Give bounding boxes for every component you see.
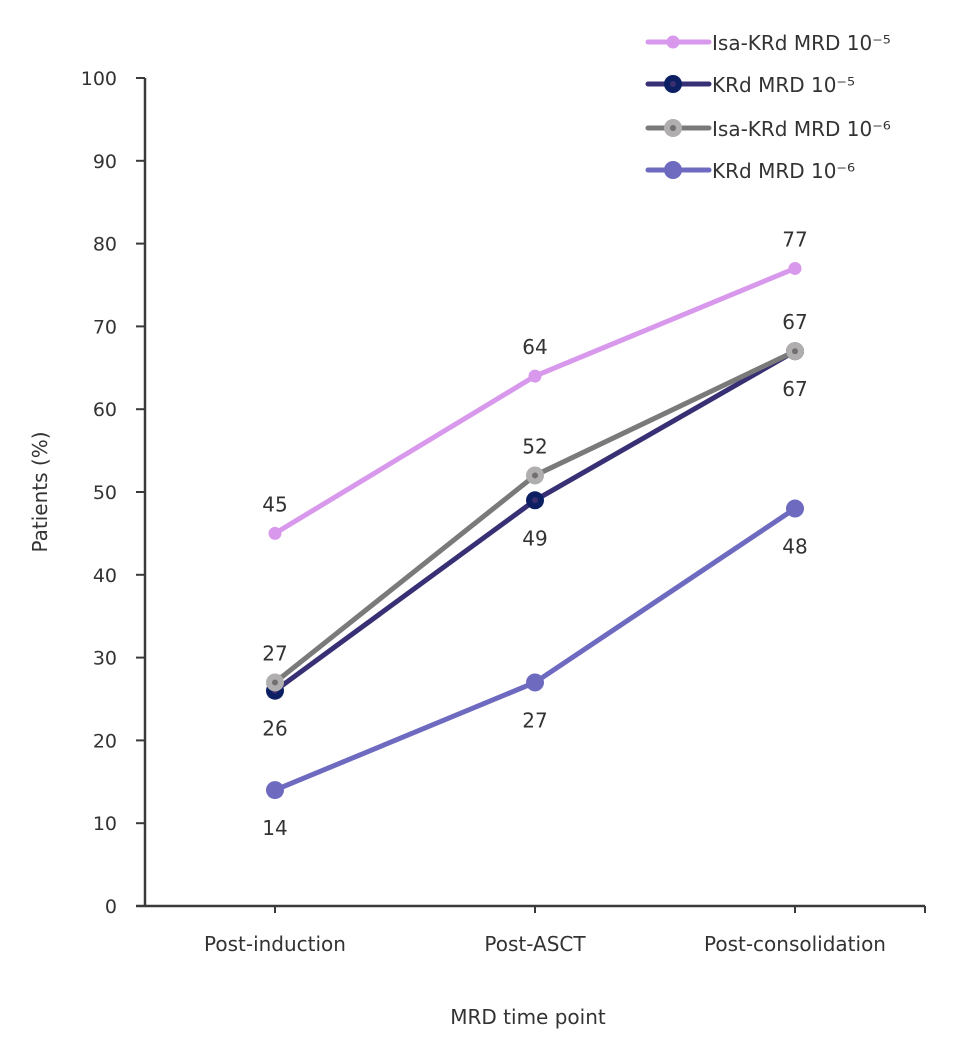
y-tick-label: 30 (93, 648, 117, 670)
legend-marker-center (670, 125, 676, 131)
data-point-center (532, 472, 538, 479)
data-label: 48 (782, 535, 807, 559)
data-point (266, 781, 284, 800)
data-point (528, 369, 542, 383)
data-label: 45 (262, 492, 287, 516)
data-label: 14 (262, 816, 287, 840)
y-tick-label: 80 (93, 234, 117, 256)
data-point-center (272, 679, 278, 686)
data-point (268, 526, 282, 540)
data-label: 26 (262, 717, 287, 741)
legend-label: KRd MRD 10⁻⁵ (712, 73, 855, 97)
y-axis-title: Patients (%) (28, 431, 52, 552)
legend-label: KRd MRD 10⁻⁶ (712, 159, 855, 183)
y-tick-label: 60 (93, 399, 117, 421)
x-tick-label: Post-ASCT (484, 932, 586, 956)
legend-marker (664, 161, 682, 179)
data-point (786, 499, 804, 518)
data-point (788, 261, 802, 275)
axes: 0 10 20 30 40 50 60 70 80 90 100 Post-induction Post… (81, 68, 926, 956)
series-line-3 (272, 506, 798, 793)
legend-item: Isa-KRd MRD 10⁻⁵ (645, 31, 891, 55)
y-tick-label: 10 (93, 813, 117, 835)
x-axis-title: MRD time point (450, 1005, 606, 1029)
data-label: 49 (522, 526, 547, 550)
data-label: 27 (522, 708, 547, 732)
legend-marker (666, 35, 680, 49)
series-line-1 (272, 348, 798, 694)
x-tick-label: Post-consolidation (704, 932, 886, 956)
y-tick-label: 90 (93, 151, 117, 173)
data-label: 67 (782, 310, 807, 334)
data-label: 52 (522, 434, 547, 458)
series-markers (266, 261, 804, 800)
y-tick-label: 20 (93, 730, 117, 752)
legend-item: KRd MRD 10⁻⁵ (645, 73, 855, 97)
y-tick-label: 50 (93, 482, 117, 504)
data-point-center (792, 348, 798, 355)
legend-item: KRd MRD 10⁻⁶ (645, 159, 855, 183)
legend-label: Isa-KRd MRD 10⁻⁵ (712, 31, 891, 55)
y-tick-label: 100 (81, 68, 117, 90)
legend-item: Isa-KRd MRD 10⁻⁶ (645, 117, 891, 141)
y-tick-label: 40 (93, 565, 117, 587)
data-point (526, 673, 544, 692)
data-label: 67 (782, 377, 807, 401)
data-labels: 45 64 77 27 26 52 49 67 67 14 27 48 (262, 227, 807, 840)
data-label: 27 (262, 641, 287, 665)
y-tick-label: 70 (93, 316, 117, 338)
legend: Isa-KRd MRD 10⁻⁵ KRd MRD 10⁻⁵ Isa-KRd MRD … (645, 31, 891, 183)
y-tick-label: 0 (105, 896, 117, 918)
data-point-center (532, 497, 538, 504)
data-label: 64 (522, 335, 547, 359)
legend-label: Isa-KRd MRD 10⁻⁶ (712, 117, 891, 141)
x-tick-label: Post-induction (204, 932, 346, 956)
data-label: 77 (782, 227, 807, 251)
legend-marker-center (670, 81, 676, 87)
